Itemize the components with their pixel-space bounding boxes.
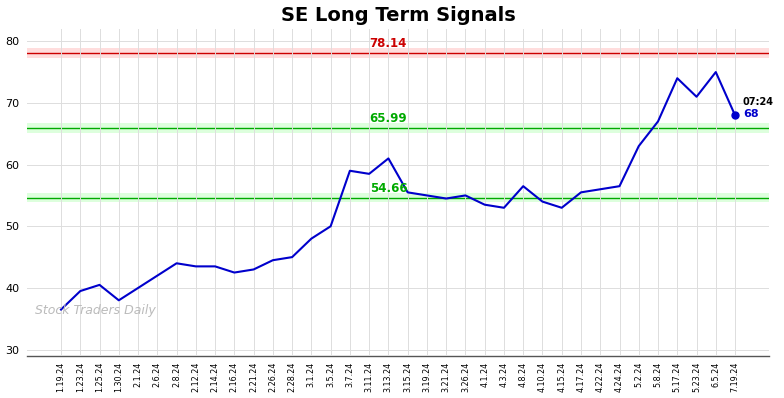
Text: 07:24: 07:24 bbox=[742, 97, 774, 107]
Title: SE Long Term Signals: SE Long Term Signals bbox=[281, 6, 515, 25]
Text: 54.66: 54.66 bbox=[369, 182, 407, 195]
Text: 65.99: 65.99 bbox=[369, 112, 407, 125]
Bar bbox=[27, 193, 769, 203]
Text: 68: 68 bbox=[742, 109, 758, 119]
Bar bbox=[27, 123, 769, 133]
Text: 78.14: 78.14 bbox=[370, 37, 407, 50]
Text: Stock Traders Daily: Stock Traders Daily bbox=[34, 304, 155, 316]
Bar bbox=[27, 48, 769, 58]
